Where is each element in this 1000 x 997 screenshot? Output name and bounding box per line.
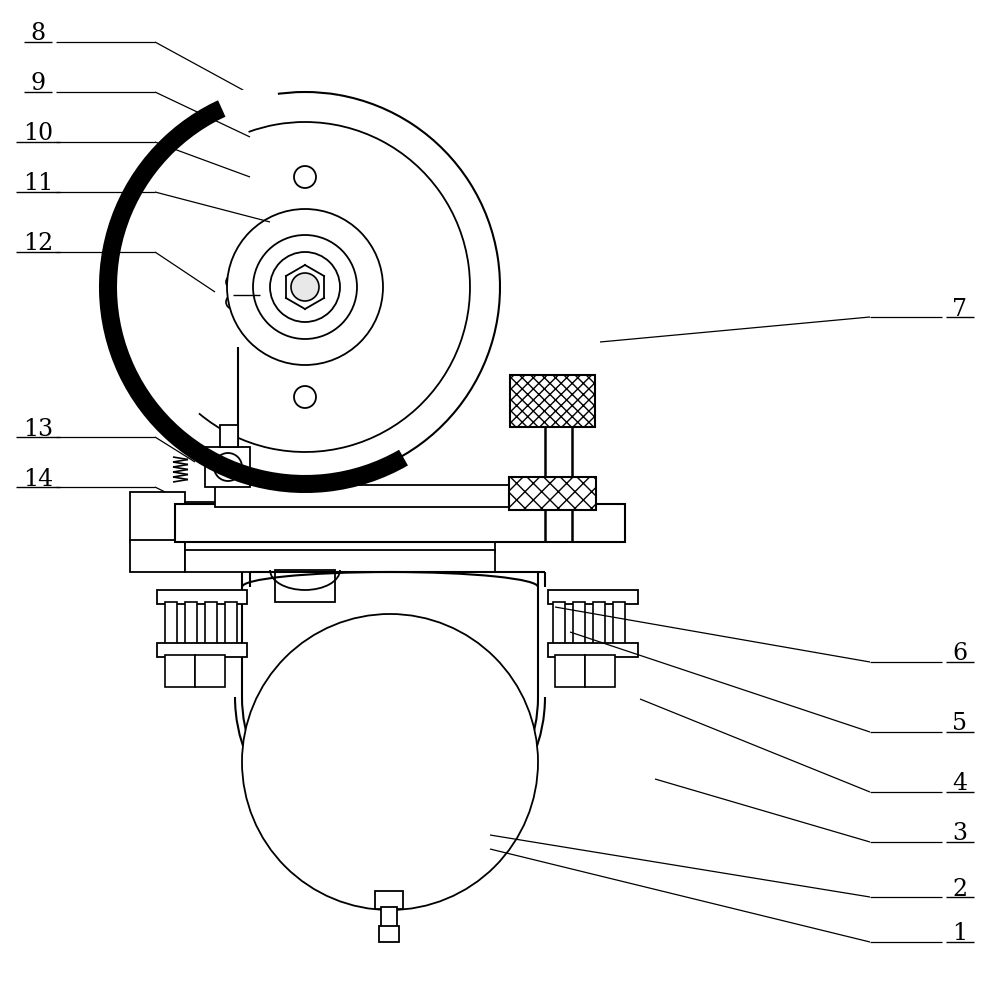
Text: 5: 5: [952, 713, 968, 736]
Bar: [573, 602, 585, 652]
Bar: [157, 590, 247, 604]
Text: 8: 8: [30, 23, 46, 46]
Bar: [379, 926, 399, 942]
Text: 13: 13: [23, 418, 53, 441]
Bar: [555, 655, 585, 687]
Bar: [165, 602, 177, 652]
Bar: [509, 477, 596, 510]
Text: 14: 14: [23, 468, 53, 491]
Bar: [220, 425, 238, 447]
Bar: [548, 590, 638, 604]
Bar: [375, 891, 403, 909]
Bar: [510, 375, 595, 427]
Circle shape: [253, 235, 357, 339]
Bar: [185, 502, 495, 552]
Text: 12: 12: [23, 232, 53, 255]
Text: 6: 6: [952, 642, 968, 666]
Circle shape: [294, 386, 316, 408]
Circle shape: [270, 252, 340, 322]
Circle shape: [214, 453, 242, 481]
Text: 1: 1: [952, 922, 968, 945]
Bar: [130, 540, 185, 572]
Bar: [275, 570, 335, 602]
Bar: [225, 602, 237, 652]
Bar: [175, 504, 625, 542]
Bar: [195, 655, 225, 687]
Text: 7: 7: [952, 297, 968, 320]
Circle shape: [294, 166, 316, 188]
Text: 10: 10: [23, 123, 53, 146]
Text: 11: 11: [23, 172, 53, 195]
Bar: [215, 485, 575, 507]
Bar: [613, 602, 625, 652]
Bar: [165, 655, 195, 687]
Bar: [205, 602, 217, 652]
Bar: [185, 550, 495, 572]
Bar: [185, 602, 197, 652]
Circle shape: [226, 275, 240, 289]
Text: 4: 4: [952, 773, 968, 796]
Bar: [381, 907, 397, 927]
Bar: [553, 602, 565, 652]
Bar: [157, 643, 247, 657]
Bar: [205, 447, 250, 487]
Bar: [548, 643, 638, 657]
Circle shape: [226, 295, 240, 309]
Bar: [593, 602, 605, 652]
Bar: [585, 655, 615, 687]
Bar: [130, 492, 185, 542]
Circle shape: [250, 622, 530, 902]
Circle shape: [291, 273, 319, 301]
Circle shape: [242, 614, 538, 910]
Text: 3: 3: [952, 823, 968, 845]
Circle shape: [227, 209, 383, 365]
Text: 2: 2: [952, 877, 968, 900]
Text: 9: 9: [30, 73, 46, 96]
